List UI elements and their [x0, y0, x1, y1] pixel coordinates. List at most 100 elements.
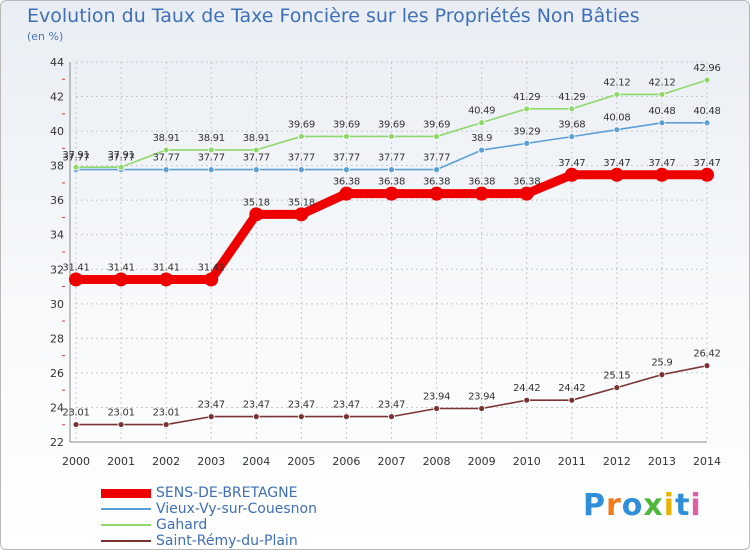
data-point [252, 413, 260, 421]
data-point [568, 396, 576, 404]
data-point [343, 413, 350, 421]
x-tick-label: 2000 [62, 455, 90, 468]
data-label: 23.94 [423, 391, 450, 402]
y-axis-unit-label: (en %) [27, 30, 64, 43]
data-label: 23.01 [153, 408, 180, 419]
data-label: 40.48 [693, 106, 720, 117]
data-label: 37.47 [558, 158, 585, 169]
data-label: 40.49 [468, 106, 495, 117]
data-label: 23.47 [288, 400, 315, 411]
data-point [343, 166, 350, 174]
data-point [162, 166, 170, 174]
data-label: 39.69 [423, 119, 450, 130]
data-point [297, 166, 305, 174]
data-point [207, 166, 215, 174]
y-tick-label: 26 [50, 367, 64, 380]
data-label: 35.18 [243, 197, 270, 208]
data-label: 23.01 [62, 408, 89, 419]
data-label: 24.42 [513, 383, 540, 394]
data-point [478, 405, 486, 412]
data-label: 38.9 [471, 133, 492, 144]
data-point [568, 105, 576, 113]
data-label: 41.29 [558, 92, 585, 103]
x-tick-label: 2008 [423, 455, 451, 468]
data-point [294, 207, 309, 222]
brand-letter: P [583, 488, 606, 523]
series-saint-r-my-du-plain [72, 362, 711, 428]
data-point [117, 163, 125, 171]
data-label: 37.91 [62, 150, 89, 161]
data-point [564, 167, 579, 182]
data-point [207, 146, 215, 154]
legend-label: Vieux-Vy-sur-Couesnon [156, 501, 317, 517]
series-vieux-vy-sur-couesnon [72, 119, 711, 174]
data-point [700, 167, 714, 182]
y-tick-label: 32 [50, 263, 64, 276]
x-tick-label: 2009 [468, 455, 496, 468]
legend-item: Gahard [101, 517, 401, 533]
data-point [204, 272, 219, 287]
data-point [523, 139, 531, 147]
y-tick-label: 44 [50, 56, 64, 69]
legend-item: Saint-Rémy-du-Plain [101, 533, 401, 549]
data-point [474, 186, 489, 201]
data-point [519, 186, 534, 201]
legend-swatch [101, 488, 151, 498]
data-label: 23.47 [243, 400, 270, 411]
data-point [703, 362, 711, 370]
brand-letter: r [606, 488, 622, 523]
data-label: 40.48 [648, 106, 675, 117]
data-point [388, 413, 395, 421]
data-point [523, 105, 531, 113]
legend-label: Saint-Rémy-du-Plain [156, 533, 298, 549]
data-point [114, 272, 129, 287]
data-label: 36.38 [378, 177, 405, 188]
data-point [658, 119, 666, 127]
data-label: 23.47 [333, 400, 360, 411]
data-point [654, 167, 669, 182]
data-point [568, 133, 576, 141]
data-label: 26.42 [693, 349, 720, 360]
y-tick-label: 36 [50, 194, 64, 207]
data-label: 37.77 [243, 153, 270, 164]
data-point [433, 405, 440, 412]
data-point [117, 421, 125, 428]
data-point [613, 91, 621, 98]
data-point [478, 146, 486, 154]
data-label: 31.41 [153, 262, 180, 273]
data-point [609, 167, 624, 182]
data-point [72, 163, 80, 171]
data-label: 23.47 [198, 400, 225, 411]
data-label: 36.38 [423, 177, 450, 188]
data-point [69, 272, 83, 287]
data-label: 37.77 [423, 153, 450, 164]
data-label: 42.12 [603, 77, 630, 88]
data-label: 42.12 [648, 77, 675, 88]
data-label: 40.08 [603, 113, 630, 124]
data-point [433, 166, 440, 174]
chart-title: Evolution du Taux de Taxe Foncière sur l… [27, 5, 640, 27]
brand-letter: i [690, 488, 702, 523]
x-tick-label: 2004 [242, 455, 270, 468]
data-label: 39.68 [558, 120, 585, 131]
y-tick-label: 30 [50, 298, 64, 311]
data-label: 39.69 [333, 119, 360, 130]
data-label: 31.41 [198, 262, 225, 273]
y-tick-label: 40 [50, 125, 64, 138]
data-point [388, 133, 395, 140]
data-point [159, 272, 174, 287]
x-tick-label: 2003 [197, 455, 225, 468]
x-tick-label: 2007 [378, 455, 406, 468]
data-point [658, 91, 666, 98]
series-sens-de-bretagne [69, 167, 714, 287]
data-point [384, 186, 399, 201]
data-label: 35.18 [288, 197, 315, 208]
data-label: 37.77 [333, 153, 360, 164]
data-point [339, 186, 354, 201]
data-point [249, 207, 264, 222]
y-tick-label: 42 [50, 91, 64, 104]
legend-swatch [101, 508, 151, 510]
data-label: 25.9 [651, 358, 672, 369]
data-label: 23.01 [108, 408, 135, 419]
